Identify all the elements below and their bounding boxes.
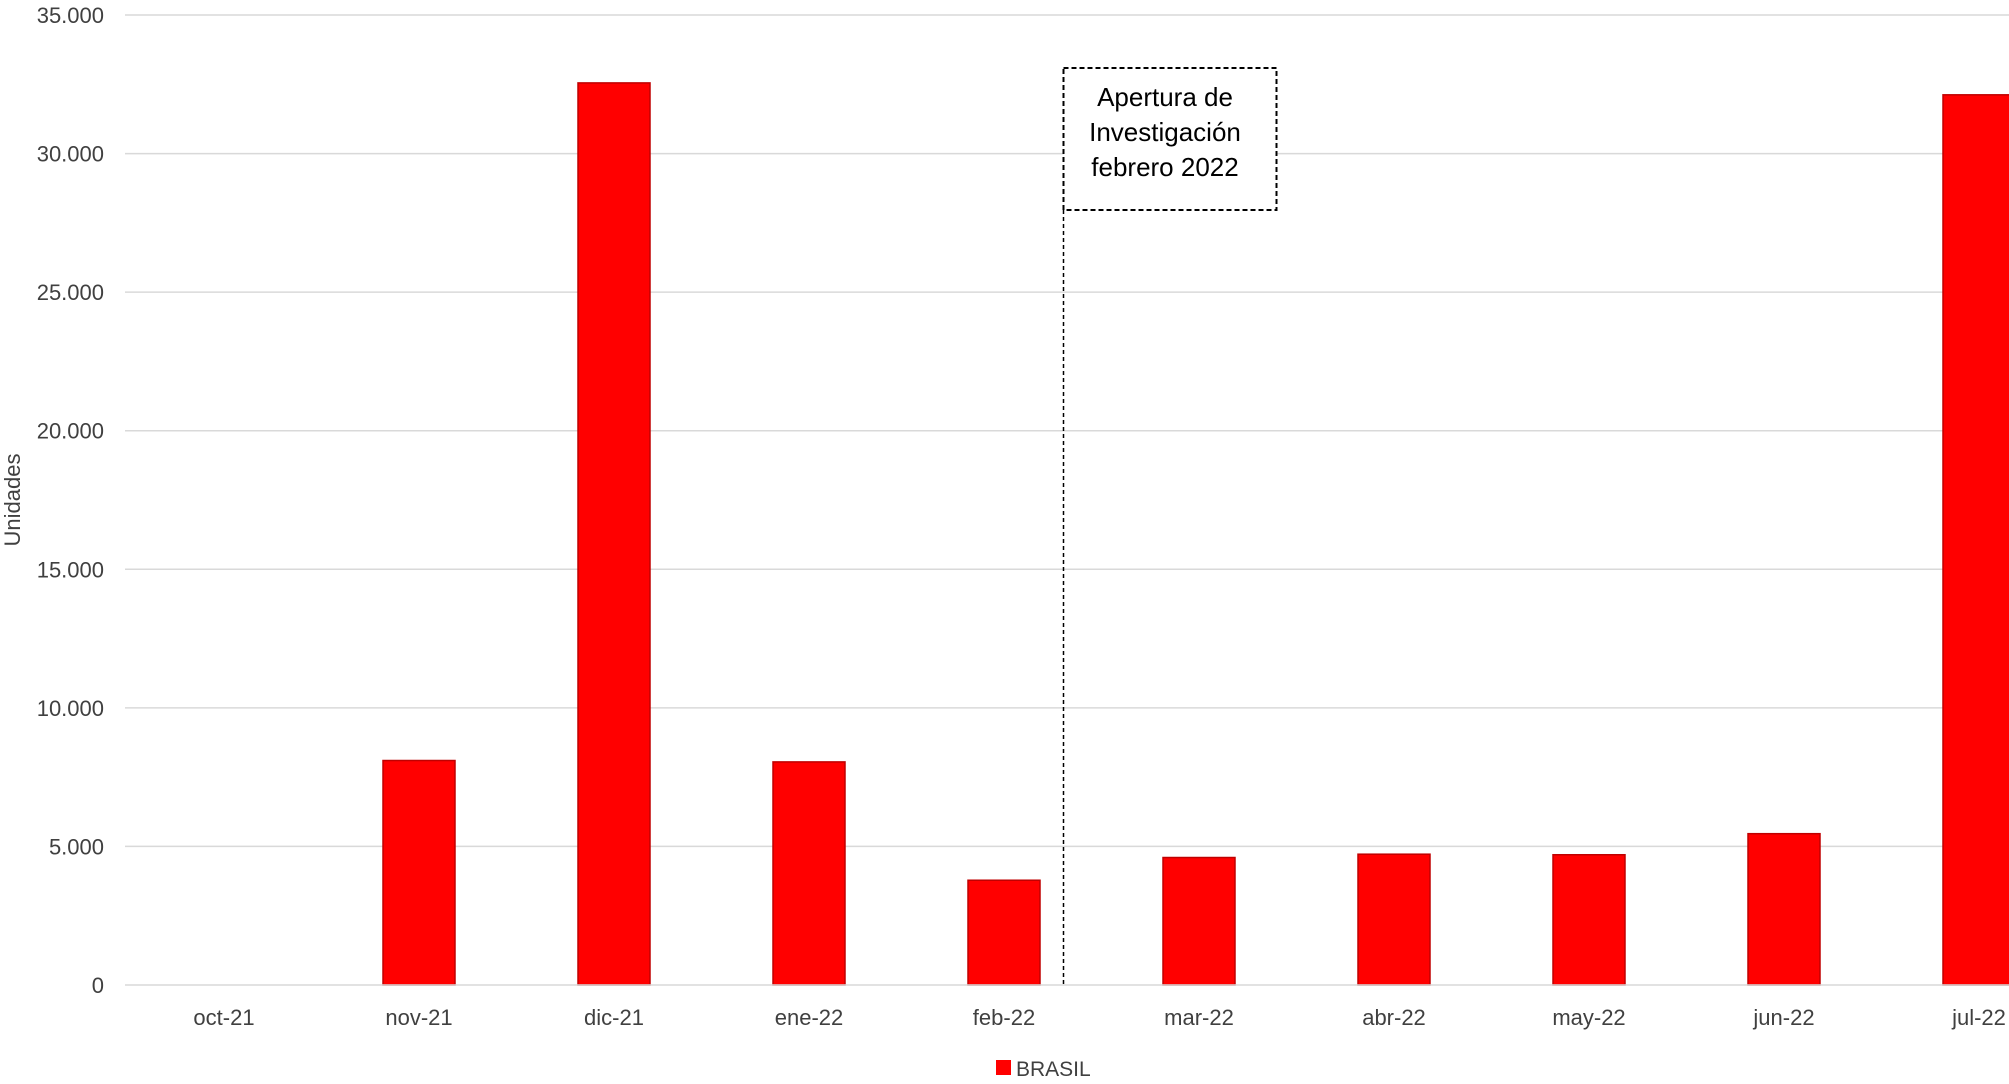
legend-swatch-brasil [996, 1060, 1011, 1075]
bar-abr-22 [1357, 853, 1431, 986]
x-axis-tick-labels: oct-21 nov-21 dic-21 ene-22 feb-22 mar-22 abr-… [193, 1005, 2005, 1030]
x-tick-label: abr-22 [1362, 1005, 1426, 1030]
bar-may-22 [1552, 853, 1626, 986]
y-axis-tick-labels: 0 5.000 10.000 15.000 20.000 25.000 30.000 35.0… [37, 3, 104, 998]
y-tick-label: 5.000 [49, 834, 104, 859]
bar-dic-21 [577, 82, 651, 986]
bar-jun-22 [1747, 832, 1821, 986]
legend-label-brasil: BRASIL [1016, 1058, 1091, 1081]
y-tick-label: 35.000 [37, 3, 104, 28]
bar-ene-22 [772, 761, 846, 986]
bar-nov-21 [382, 759, 456, 986]
x-tick-label: oct-21 [193, 1005, 254, 1030]
x-tick-label: mar-22 [1164, 1005, 1234, 1030]
annotation-line-2: Investigación [1089, 117, 1241, 147]
x-tick-label: jul-22 [1951, 1005, 2006, 1030]
x-tick-label: dic-21 [584, 1005, 644, 1030]
y-tick-label: 30.000 [37, 142, 104, 167]
bar-feb-22 [967, 879, 1041, 986]
y-tick-label: 10.000 [37, 696, 104, 721]
y-axis-title: Unidades [0, 454, 25, 547]
x-tick-label: feb-22 [973, 1005, 1035, 1030]
y-tick-label: 0 [92, 973, 104, 998]
bars [382, 82, 2009, 986]
annotation-line-3: febrero 2022 [1091, 152, 1238, 182]
annotation-box [1062, 67, 1278, 211]
bar-jul-22 [1942, 94, 2009, 986]
x-tick-label: ene-22 [775, 1005, 844, 1030]
annotation-investigation-opening: Apertura de Investigación febrero 2022 [1062, 67, 1278, 985]
x-tick-label: jun-22 [1752, 1005, 1814, 1030]
y-tick-label: 15.000 [37, 557, 104, 582]
legend: BRASIL [996, 1058, 1091, 1081]
annotation-line-1: Apertura de [1097, 82, 1233, 112]
x-tick-label: nov-21 [385, 1005, 452, 1030]
y-tick-label: 25.000 [37, 280, 104, 305]
y-tick-label: 20.000 [37, 419, 104, 444]
x-tick-label: may-22 [1552, 1005, 1625, 1030]
bar-mar-22 [1162, 856, 1236, 986]
